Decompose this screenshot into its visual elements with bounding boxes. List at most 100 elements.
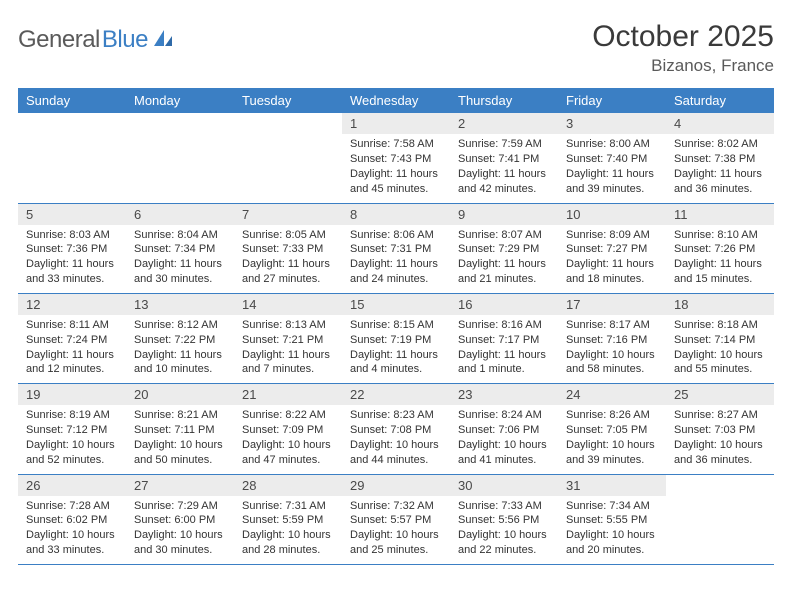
calendar-page: GeneralBlue October 2025 Bizanos, France… (0, 0, 792, 565)
cell-body: Sunrise: 7:34 AMSunset: 5:55 PMDaylight:… (558, 496, 666, 564)
cell-line: Sunset: 7:26 PM (674, 242, 766, 257)
cell-line: Daylight: 10 hours and 58 minutes. (566, 348, 658, 378)
cell-line: Sunrise: 8:15 AM (350, 318, 442, 333)
cell-line: Sunrise: 8:02 AM (674, 137, 766, 152)
calendar-cell: 10Sunrise: 8:09 AMSunset: 7:27 PMDayligh… (558, 203, 666, 293)
day-number: 29 (342, 475, 450, 496)
cell-line: Daylight: 11 hours and 4 minutes. (350, 348, 442, 378)
day-header: Saturday (666, 88, 774, 113)
cell-line: Daylight: 10 hours and 52 minutes. (26, 438, 118, 468)
calendar-cell: 26Sunrise: 7:28 AMSunset: 6:02 PMDayligh… (18, 474, 126, 564)
day-header: Tuesday (234, 88, 342, 113)
cell-line: Daylight: 11 hours and 42 minutes. (458, 167, 550, 197)
day-number: 17 (558, 294, 666, 315)
cell-body: Sunrise: 8:00 AMSunset: 7:40 PMDaylight:… (558, 134, 666, 202)
day-number (234, 113, 342, 134)
day-header: Wednesday (342, 88, 450, 113)
cell-body: Sunrise: 8:12 AMSunset: 7:22 PMDaylight:… (126, 315, 234, 383)
day-number: 1 (342, 113, 450, 134)
logo: GeneralBlue (18, 20, 174, 54)
cell-line: Daylight: 11 hours and 15 minutes. (674, 257, 766, 287)
day-header: Monday (126, 88, 234, 113)
logo-text-gray: General (18, 26, 100, 54)
cell-line: Sunrise: 8:16 AM (458, 318, 550, 333)
cell-line: Daylight: 10 hours and 25 minutes. (350, 528, 442, 558)
cell-line: Sunset: 7:34 PM (134, 242, 226, 257)
cell-body: Sunrise: 8:09 AMSunset: 7:27 PMDaylight:… (558, 225, 666, 293)
cell-body: Sunrise: 8:22 AMSunset: 7:09 PMDaylight:… (234, 405, 342, 473)
cell-line: Daylight: 11 hours and 36 minutes. (674, 167, 766, 197)
cell-line: Sunrise: 8:00 AM (566, 137, 658, 152)
cell-line: Sunrise: 8:27 AM (674, 408, 766, 423)
cell-line: Sunset: 7:40 PM (566, 152, 658, 167)
cell-body: Sunrise: 7:32 AMSunset: 5:57 PMDaylight:… (342, 496, 450, 564)
day-number: 4 (666, 113, 774, 134)
cell-line: Sunrise: 8:19 AM (26, 408, 118, 423)
cell-line: Sunset: 7:31 PM (350, 242, 442, 257)
cell-body: Sunrise: 8:27 AMSunset: 7:03 PMDaylight:… (666, 405, 774, 473)
cell-line: Sunrise: 8:13 AM (242, 318, 334, 333)
cell-line: Daylight: 11 hours and 33 minutes. (26, 257, 118, 287)
cell-line: Sunrise: 8:07 AM (458, 228, 550, 243)
cell-line: Sunrise: 8:06 AM (350, 228, 442, 243)
calendar-cell: 27Sunrise: 7:29 AMSunset: 6:00 PMDayligh… (126, 474, 234, 564)
calendar-cell: 29Sunrise: 7:32 AMSunset: 5:57 PMDayligh… (342, 474, 450, 564)
calendar-week: 5Sunrise: 8:03 AMSunset: 7:36 PMDaylight… (18, 203, 774, 293)
cell-line: Daylight: 11 hours and 21 minutes. (458, 257, 550, 287)
calendar-cell: 14Sunrise: 8:13 AMSunset: 7:21 PMDayligh… (234, 293, 342, 383)
day-header: Sunday (18, 88, 126, 113)
cell-line: Daylight: 11 hours and 1 minute. (458, 348, 550, 378)
day-number: 31 (558, 475, 666, 496)
cell-line: Sunset: 7:09 PM (242, 423, 334, 438)
calendar-table: SundayMondayTuesdayWednesdayThursdayFrid… (18, 88, 774, 565)
calendar-week: 26Sunrise: 7:28 AMSunset: 6:02 PMDayligh… (18, 474, 774, 564)
cell-body (234, 134, 342, 143)
day-number: 24 (558, 384, 666, 405)
cell-line: Sunset: 5:57 PM (350, 513, 442, 528)
cell-line: Sunset: 7:06 PM (458, 423, 550, 438)
day-number: 12 (18, 294, 126, 315)
cell-line: Daylight: 11 hours and 39 minutes. (566, 167, 658, 197)
cell-line: Sunset: 7:11 PM (134, 423, 226, 438)
cell-body: Sunrise: 7:29 AMSunset: 6:00 PMDaylight:… (126, 496, 234, 564)
cell-line: Sunrise: 7:31 AM (242, 499, 334, 514)
cell-line: Sunset: 7:17 PM (458, 333, 550, 348)
day-number: 10 (558, 204, 666, 225)
day-number: 11 (666, 204, 774, 225)
calendar-cell: 3Sunrise: 8:00 AMSunset: 7:40 PMDaylight… (558, 113, 666, 203)
cell-line: Daylight: 11 hours and 10 minutes. (134, 348, 226, 378)
logo-text-blue: Blue (102, 26, 148, 54)
cell-body: Sunrise: 8:17 AMSunset: 7:16 PMDaylight:… (558, 315, 666, 383)
cell-line: Sunset: 7:33 PM (242, 242, 334, 257)
calendar-body: 1Sunrise: 7:58 AMSunset: 7:43 PMDaylight… (18, 113, 774, 565)
day-number: 20 (126, 384, 234, 405)
cell-line: Daylight: 10 hours and 39 minutes. (566, 438, 658, 468)
cell-body: Sunrise: 8:02 AMSunset: 7:38 PMDaylight:… (666, 134, 774, 202)
cell-body: Sunrise: 8:16 AMSunset: 7:17 PMDaylight:… (450, 315, 558, 383)
day-number (126, 113, 234, 134)
cell-line: Daylight: 11 hours and 12 minutes. (26, 348, 118, 378)
cell-line: Sunrise: 8:09 AM (566, 228, 658, 243)
calendar-cell (18, 113, 126, 203)
cell-body: Sunrise: 8:03 AMSunset: 7:36 PMDaylight:… (18, 225, 126, 293)
calendar-cell: 7Sunrise: 8:05 AMSunset: 7:33 PMDaylight… (234, 203, 342, 293)
title-block: October 2025 Bizanos, France (592, 20, 774, 76)
day-number: 18 (666, 294, 774, 315)
cell-line: Sunrise: 7:28 AM (26, 499, 118, 514)
cell-line: Sunrise: 8:12 AM (134, 318, 226, 333)
cell-line: Sunrise: 7:32 AM (350, 499, 442, 514)
calendar-week: 1Sunrise: 7:58 AMSunset: 7:43 PMDaylight… (18, 113, 774, 203)
calendar-cell: 6Sunrise: 8:04 AMSunset: 7:34 PMDaylight… (126, 203, 234, 293)
cell-body (126, 134, 234, 143)
calendar-cell: 1Sunrise: 7:58 AMSunset: 7:43 PMDaylight… (342, 113, 450, 203)
calendar-cell (126, 113, 234, 203)
cell-line: Sunrise: 8:10 AM (674, 228, 766, 243)
day-number: 3 (558, 113, 666, 134)
cell-line: Daylight: 10 hours and 44 minutes. (350, 438, 442, 468)
cell-line: Sunset: 7:12 PM (26, 423, 118, 438)
cell-body: Sunrise: 8:11 AMSunset: 7:24 PMDaylight:… (18, 315, 126, 383)
calendar-cell (666, 474, 774, 564)
cell-body: Sunrise: 7:59 AMSunset: 7:41 PMDaylight:… (450, 134, 558, 202)
cell-line: Sunset: 6:00 PM (134, 513, 226, 528)
calendar-cell: 2Sunrise: 7:59 AMSunset: 7:41 PMDaylight… (450, 113, 558, 203)
